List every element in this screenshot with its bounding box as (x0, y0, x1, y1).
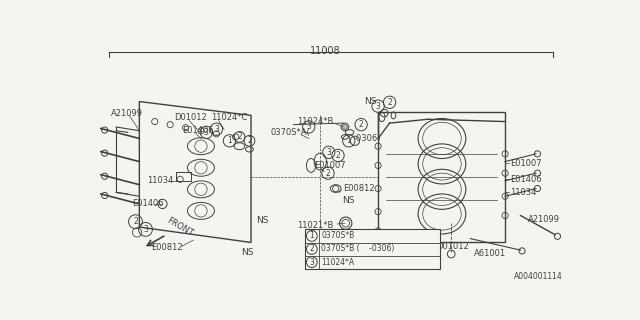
Text: A61001: A61001 (474, 250, 506, 259)
Text: A21099: A21099 (111, 108, 143, 117)
Text: 2: 2 (326, 169, 330, 178)
Text: 0370S*A(: 0370S*A( (270, 128, 310, 137)
Text: 3: 3 (214, 125, 219, 134)
Text: E01007: E01007 (511, 159, 542, 168)
Text: 2: 2 (133, 217, 138, 226)
Text: 3: 3 (307, 123, 311, 132)
Text: E01406: E01406 (511, 175, 542, 184)
Text: 11034: 11034 (147, 176, 173, 185)
Text: 2: 2 (237, 132, 242, 141)
Text: NS: NS (241, 248, 253, 257)
Text: FRONT: FRONT (164, 216, 194, 239)
Text: NS: NS (364, 97, 376, 106)
Text: 0370S*B (    -0306): 0370S*B ( -0306) (321, 244, 394, 253)
Text: 3: 3 (143, 225, 148, 234)
Text: D01012: D01012 (436, 242, 468, 251)
Text: 3: 3 (326, 148, 332, 157)
Text: A004001114: A004001114 (514, 272, 563, 281)
Text: 0370S*B: 0370S*B (321, 231, 355, 240)
Bar (305, 229, 440, 269)
Text: E01406: E01406 (132, 199, 163, 208)
Text: 1: 1 (346, 136, 351, 145)
Text: 3: 3 (376, 102, 381, 111)
Text: E00812: E00812 (344, 184, 375, 193)
Text: -0306): -0306) (353, 134, 381, 143)
Text: 11021*B: 11021*B (297, 221, 333, 230)
Text: 11024*C: 11024*C (211, 113, 247, 122)
Text: NS: NS (342, 196, 355, 204)
Text: 1: 1 (227, 136, 232, 145)
Text: A21099: A21099 (528, 215, 560, 224)
Circle shape (342, 124, 348, 129)
Text: 2: 2 (359, 120, 364, 129)
Bar (175, 172, 191, 181)
Text: 3: 3 (309, 258, 314, 267)
Text: 11024*B: 11024*B (297, 117, 333, 126)
Text: E01007: E01007 (314, 161, 346, 170)
Text: 3: 3 (204, 128, 209, 137)
Text: 1: 1 (310, 231, 314, 240)
Text: NS: NS (256, 216, 269, 225)
Text: 2: 2 (247, 136, 252, 145)
Text: 2: 2 (310, 244, 314, 253)
Text: 11024*A: 11024*A (321, 258, 354, 267)
Bar (378, 112, 505, 243)
Text: 11034: 11034 (511, 188, 537, 197)
Text: 2: 2 (335, 151, 340, 160)
Text: 2: 2 (387, 98, 392, 107)
Text: 11008: 11008 (310, 46, 341, 56)
Text: E01406: E01406 (182, 126, 213, 135)
Text: E00812: E00812 (151, 243, 182, 252)
Text: D01012: D01012 (174, 113, 207, 122)
